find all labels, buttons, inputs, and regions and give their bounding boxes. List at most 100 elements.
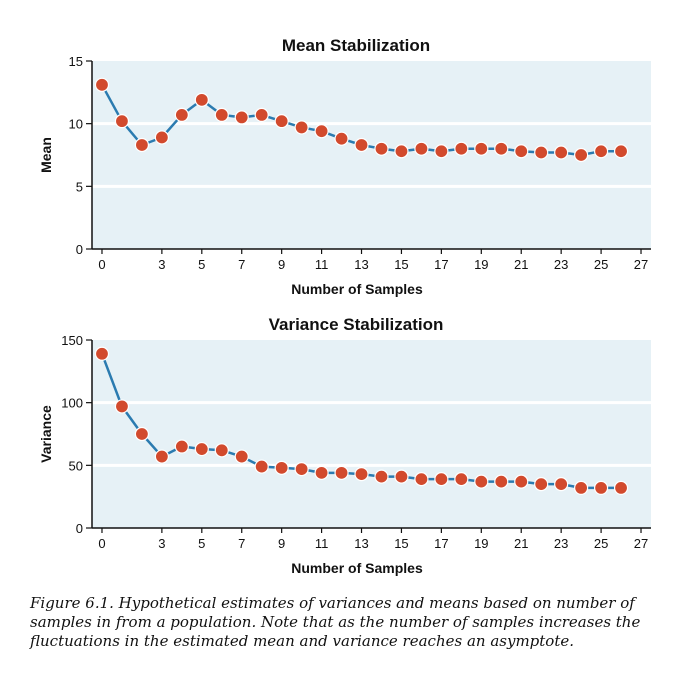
x-tick-label: 5 — [198, 536, 205, 551]
data-point — [94, 77, 110, 92]
data-point — [394, 469, 409, 484]
x-tick-label: 3 — [158, 257, 165, 272]
x-tick-label: 27 — [634, 257, 648, 272]
data-point — [254, 459, 269, 474]
x-tick-label: 9 — [278, 257, 285, 272]
data-point — [494, 474, 509, 489]
x-tick-label: 19 — [474, 536, 488, 551]
x-tick-label: 15 — [394, 257, 408, 272]
data-point — [593, 480, 609, 495]
data-point — [174, 107, 189, 122]
data-point — [354, 467, 369, 482]
y-tick-label: 0 — [76, 242, 83, 257]
y-tick-label: 150 — [61, 333, 83, 348]
chart-title: Mean Stabilization — [282, 36, 430, 55]
x-tick-label: 3 — [158, 536, 165, 551]
x-axis-label: Number of Samples — [291, 560, 423, 576]
x-axis-label: Number of Samples — [291, 281, 423, 297]
data-point — [154, 130, 169, 145]
data-point — [414, 472, 429, 487]
x-tick-label: 5 — [198, 257, 205, 272]
data-point — [274, 460, 289, 475]
data-point — [474, 474, 489, 489]
data-point — [434, 472, 449, 487]
data-point — [354, 137, 369, 153]
data-point — [374, 141, 389, 156]
y-tick-label: 15 — [69, 54, 83, 69]
y-tick-label: 50 — [69, 458, 83, 473]
data-point — [514, 474, 529, 489]
data-point — [574, 480, 589, 495]
data-point — [114, 114, 130, 129]
data-point — [314, 465, 329, 480]
data-point — [534, 477, 549, 492]
x-tick-label: 7 — [238, 536, 245, 551]
y-tick-label: 0 — [76, 521, 83, 536]
data-point — [114, 399, 130, 414]
data-point — [194, 441, 209, 457]
data-point — [374, 469, 389, 484]
data-point — [514, 144, 529, 159]
data-point — [593, 144, 609, 159]
x-tick-label: 13 — [354, 536, 368, 551]
data-point — [454, 141, 469, 156]
data-point — [234, 110, 249, 125]
y-axis-label: Mean — [38, 137, 54, 173]
y-tick-label: 10 — [69, 117, 83, 132]
x-tick-label: 25 — [594, 536, 608, 551]
data-point — [194, 92, 209, 107]
x-tick-label: 11 — [315, 257, 329, 272]
data-point — [254, 107, 269, 122]
data-point — [334, 131, 349, 146]
x-tick-label: 9 — [278, 536, 285, 551]
data-point — [613, 480, 629, 495]
x-tick-label: 19 — [474, 257, 488, 272]
plot-background — [92, 340, 651, 528]
y-tick-label: 100 — [61, 396, 83, 411]
chart-title: Variance Stabilization — [269, 315, 444, 334]
x-tick-label: 0 — [98, 536, 105, 551]
data-point — [454, 472, 469, 487]
data-point — [434, 144, 449, 159]
data-point — [214, 443, 229, 458]
data-point — [94, 346, 110, 361]
data-point — [274, 114, 289, 129]
variance-chart: Variance Stabilization 0 50 100 150 0 3 5 7 9 11… — [38, 315, 651, 576]
x-tick-label: 13 — [354, 257, 368, 272]
data-point — [494, 141, 509, 156]
data-point — [414, 141, 429, 156]
data-point — [474, 141, 489, 156]
data-point — [534, 145, 549, 160]
y-axis-label: Variance — [38, 405, 54, 463]
x-tick-label: 17 — [434, 536, 448, 551]
data-point — [234, 449, 249, 464]
data-point — [154, 449, 169, 464]
data-point — [294, 461, 309, 477]
data-point — [294, 120, 309, 135]
data-point — [134, 426, 150, 442]
x-tick-label: 7 — [238, 257, 245, 272]
data-point — [554, 477, 569, 492]
x-tick-label: 27 — [634, 536, 648, 551]
x-tick-label: 21 — [514, 536, 528, 551]
data-point — [174, 439, 189, 454]
y-tick-label: 5 — [76, 179, 83, 194]
data-point — [613, 144, 629, 159]
data-point — [314, 124, 329, 139]
data-point — [574, 147, 589, 163]
data-point — [134, 137, 150, 153]
mean-chart: Mean Stabilization 0 5 10 15 0 3 5 7 9 11 13 15 17 1… — [38, 36, 651, 297]
x-tick-label: 25 — [594, 257, 608, 272]
x-tick-label: 23 — [554, 257, 568, 272]
x-tick-label: 21 — [514, 257, 528, 272]
x-tick-label: 17 — [434, 257, 448, 272]
data-point — [554, 145, 569, 160]
data-point — [334, 465, 349, 480]
figure-caption: Figure 6.1. Hypothetical estimates of va… — [30, 594, 641, 650]
data-point — [394, 144, 409, 159]
x-tick-label: 15 — [394, 536, 408, 551]
x-tick-label: 23 — [554, 536, 568, 551]
data-point — [214, 107, 229, 122]
x-tick-label: 0 — [98, 257, 105, 272]
